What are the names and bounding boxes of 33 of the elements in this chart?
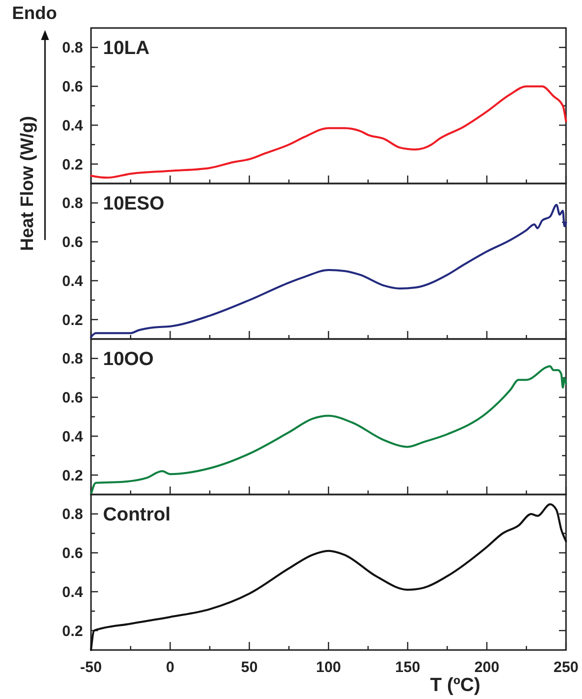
x-tick-label: 50 [240,659,258,676]
y-axis-title: Heat Flow (W/g) [17,116,37,251]
y-tick-label: 0.4 [62,117,84,134]
y-tick-label: 0.8 [62,350,83,368]
x-tick-label: 0 [166,659,174,676]
x-tick-label: -50 [80,659,102,676]
y-tick-label: 0.6 [62,545,83,562]
line-series [90,503,567,651]
y-tick-label: 0.6 [62,390,83,407]
y-tick-label: 0.8 [62,506,83,524]
y-tick-label: 0.2 [62,622,83,640]
y-tick-label: 0.4 [62,428,84,446]
text: Endo [12,3,57,23]
x-tick-label: 150 [395,659,420,676]
line-series [90,85,567,179]
y-tick-label: 0.2 [62,156,83,174]
y-tick-label: 0.4 [62,272,84,290]
x-axis-title: T (ºC) [430,675,480,696]
text: 10OO [103,349,154,370]
x-tick-label: 200 [474,659,500,676]
x-tick-label: 250 [553,659,579,676]
y-tick-label: 0.6 [62,78,83,96]
y-tick-label: 0.4 [62,584,84,601]
text: Control [103,504,171,526]
y-tick-label: 0.8 [62,195,83,212]
y-tick-label: 0.6 [62,234,83,252]
y-tick-label: 0.8 [62,40,83,57]
y-tick-label: 0.2 [62,467,83,484]
line-series [90,365,567,496]
text: 10ESO [103,194,164,214]
x-tick-label: 100 [316,659,342,676]
text: 10LA [103,38,150,59]
y-tick-label: 0.2 [62,312,83,329]
